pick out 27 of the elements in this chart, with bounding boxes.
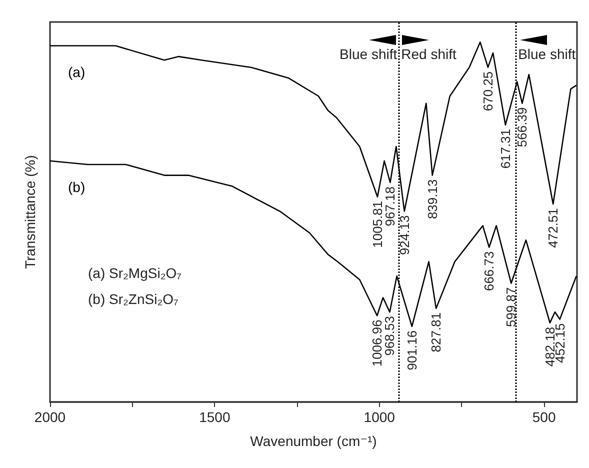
x-axis-title: Wavenumber (cm⁻¹) xyxy=(250,433,377,449)
annotation: 670.25 xyxy=(480,71,496,112)
annotation: Blue shift xyxy=(340,46,398,62)
annotation: (a) Sr₂MgSi₂O₇ xyxy=(88,265,182,281)
annotation: 924.13 xyxy=(396,215,412,256)
x-tick-label: 500 xyxy=(532,409,556,425)
annotation: Blue shift xyxy=(518,46,576,62)
annotation: 599.87 xyxy=(504,287,519,328)
annotation: 666.73 xyxy=(482,251,497,292)
annotation: 1005.81 xyxy=(370,200,385,248)
annotation: 967.18 xyxy=(382,186,398,226)
annotation: 968.53 xyxy=(382,316,398,356)
annotation: 839.13 xyxy=(424,179,440,220)
annotation: 472.51 xyxy=(546,208,561,248)
annotation: 566.39 xyxy=(514,107,530,148)
annotation: 617.31 xyxy=(498,128,513,169)
annotation: 901.16 xyxy=(404,330,420,370)
series-label: (b) xyxy=(68,178,86,195)
annotation: 827.81 xyxy=(428,312,444,352)
x-tick-label: 2000 xyxy=(34,409,66,425)
series-label: (a) xyxy=(68,64,86,80)
y-axis-title: Transmittance (%) xyxy=(22,155,38,269)
annotation: 1006.96 xyxy=(370,320,385,367)
x-tick-label: 1500 xyxy=(199,409,230,425)
annotation: (b) Sr₂ZnSi₂O₇ xyxy=(88,291,179,307)
annotation: Red shift xyxy=(401,46,456,62)
x-tick-label: 1000 xyxy=(364,409,396,425)
